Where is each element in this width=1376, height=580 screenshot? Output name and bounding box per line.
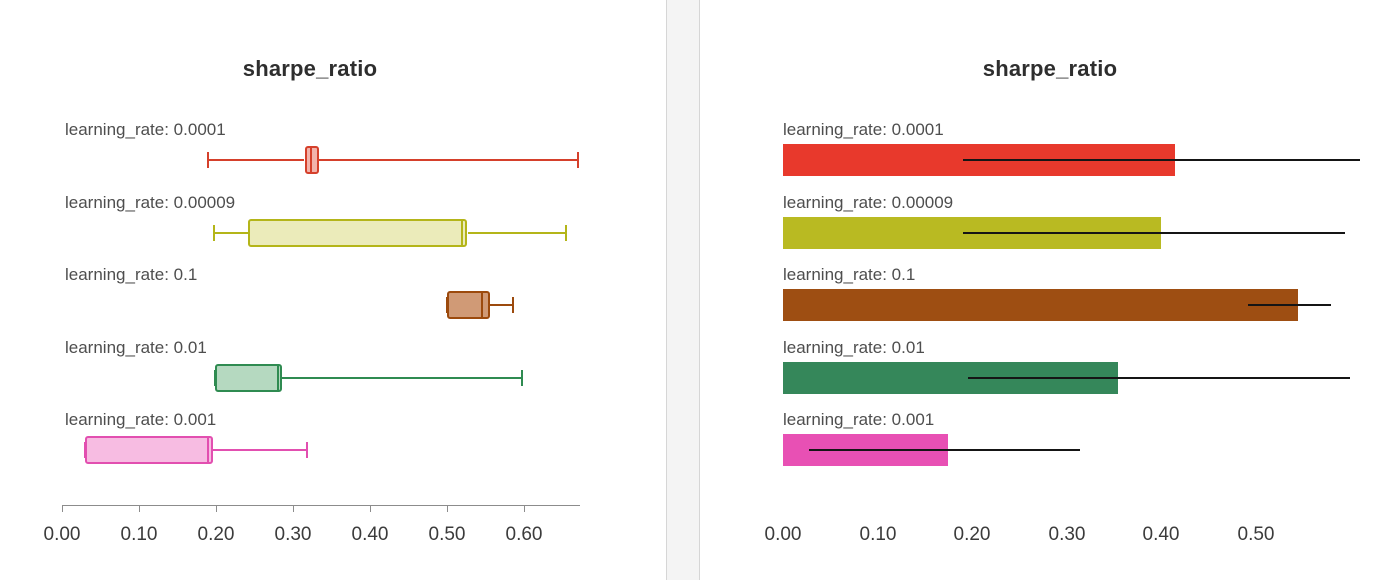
x-tick-label: 0.30	[274, 524, 312, 545]
x-tick-label: 0.20	[197, 524, 235, 545]
box-iqr	[305, 146, 319, 174]
series-label: learning_rate: 0.01	[783, 338, 925, 357]
median-line	[277, 365, 279, 391]
whisker-cap-high	[521, 370, 523, 386]
median-line	[207, 437, 209, 463]
box-iqr	[85, 436, 213, 464]
whisker-line-high	[490, 304, 513, 306]
error-bar	[963, 232, 1345, 234]
barchart-title: sharpe_ratio	[982, 56, 1118, 81]
x-tick-label: 0.20	[953, 524, 991, 545]
x-tick-label: 0.60	[505, 524, 543, 545]
box-iqr	[215, 364, 282, 392]
whisker-cap-low	[213, 225, 215, 241]
error-bar	[1248, 304, 1331, 306]
bar	[783, 289, 1298, 321]
whisker-line-high	[318, 159, 577, 161]
error-bar	[809, 449, 1080, 451]
median-line	[481, 292, 483, 318]
x-axis-tick	[139, 505, 140, 512]
whisker-cap-high	[565, 225, 567, 241]
x-axis-tick	[216, 505, 217, 512]
error-bar	[963, 159, 1360, 161]
series-label: learning_rate: 0.0001	[783, 120, 944, 139]
x-tick-label: 0.00	[43, 524, 81, 545]
whisker-cap-high	[306, 442, 308, 458]
x-tick-label: 0.40	[351, 524, 389, 545]
x-axis-line	[62, 505, 580, 506]
series-label: learning_rate: 0.1	[783, 265, 916, 284]
x-axis-tick	[447, 505, 448, 512]
x-axis-tick	[370, 505, 371, 512]
x-tick-label: 0.10	[120, 524, 158, 545]
whisker-line-high	[213, 449, 307, 451]
barchart-panel: sharpe_ratio learning_rate: 0.0001 learni…	[700, 0, 1376, 580]
series-label: learning_rate: 0.00009	[783, 193, 954, 212]
x-tick-label: 0.50	[428, 524, 466, 545]
x-axis-tick	[293, 505, 294, 512]
series-label: learning_rate: 0.01	[65, 338, 207, 357]
box-iqr	[248, 219, 467, 247]
x-tick-label: 0.40	[1142, 524, 1180, 545]
x-tick-label: 0.00	[764, 524, 802, 545]
series-label: learning_rate: 0.1	[65, 265, 198, 284]
x-tick-label: 0.10	[859, 524, 897, 545]
whisker-cap-low	[207, 152, 209, 168]
whisker-line-high	[282, 377, 522, 379]
boxplot-title: sharpe_ratio	[242, 56, 378, 81]
whisker-cap-high	[512, 297, 514, 313]
whisker-cap-high	[577, 152, 579, 168]
median-line	[310, 147, 312, 173]
whisker-line-high	[468, 232, 567, 234]
box-iqr	[447, 291, 490, 319]
x-axis-tick	[524, 505, 525, 512]
boxplot-panel: sharpe_ratio learning_rate: 0.0001 learni…	[0, 0, 666, 580]
barchart-plot-area: learning_rate: 0.0001 learning_rate: 0.00…	[700, 0, 1376, 580]
median-line	[461, 220, 463, 246]
series-label: learning_rate: 0.0001	[65, 120, 226, 139]
x-tick-label: 0.50	[1237, 524, 1275, 545]
x-axis-tick	[62, 505, 63, 512]
whisker-line-low	[214, 232, 248, 234]
x-tick-label: 0.30	[1048, 524, 1086, 545]
series-label: learning_rate: 0.001	[783, 410, 935, 429]
series-label: learning_rate: 0.001	[65, 410, 217, 429]
whisker-line-low	[208, 159, 304, 161]
panel-divider[interactable]	[666, 0, 700, 580]
boxplot-plot-area: learning_rate: 0.0001 learning_rate: 0.00…	[0, 0, 666, 580]
series-label: learning_rate: 0.00009	[65, 193, 236, 212]
error-bar	[968, 377, 1350, 379]
